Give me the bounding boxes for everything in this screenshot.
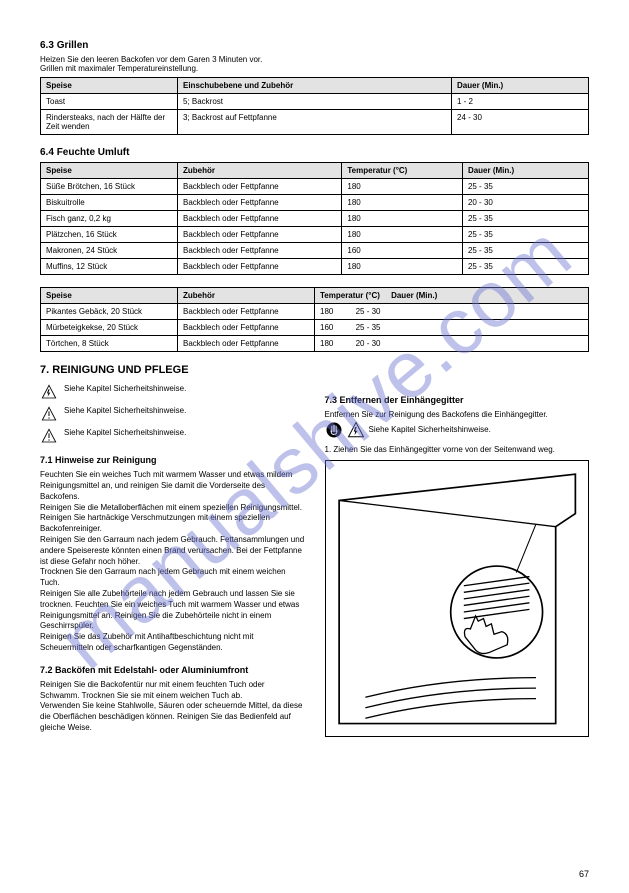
section-73-title: 7.3 Entfernen der Einhängegitter <box>325 394 590 406</box>
table-row: Plätzchen, 16 StückBackblech oder Fettpf… <box>41 227 589 243</box>
page-number: 67 <box>579 869 589 879</box>
electric-warning-icon <box>40 384 58 400</box>
table-row: Pikantes Gebäck, 20 StückBackblech oder … <box>41 304 589 320</box>
section-7-title: 7. REINIGUNG UND PFLEGE <box>40 364 589 376</box>
left-column: Siehe Kapitel Sicherheitshinweise. Siehe… <box>40 384 305 737</box>
right-column: 7.3 Entfernen der Einhängegitter Entfern… <box>325 384 590 737</box>
table-header-row: Speise Zubehör Temperatur (°C) Dauer (Mi… <box>41 288 589 304</box>
para: Trocknen Sie den Garraum nach jedem Gebr… <box>40 567 305 589</box>
table-row: Süße Brötchen, 16 StückBackblech oder Fe… <box>41 179 589 195</box>
warning-text: Siehe Kapitel Sicherheitshinweise. <box>369 425 491 436</box>
rack-removal-diagram <box>325 460 590 738</box>
electric-warning-icon <box>347 421 365 439</box>
para: Reinigen Sie hartnäckige Verschmutzungen… <box>40 513 305 535</box>
section-name: Grillen <box>57 40 89 51</box>
para: Reinigen Sie den Garraum nach jedem Gebr… <box>40 535 305 567</box>
para: Feuchten Sie ein weiches Tuch mit warmem… <box>40 470 305 502</box>
section-63-title: 6.3 Grillen <box>40 40 589 51</box>
para: Reinigen Sie das Zubehör mit Antihaftbes… <box>40 632 305 654</box>
table-header-row: Speise Zubehör Temperatur (°C) Dauer (Mi… <box>41 163 589 179</box>
hand-stop-icon <box>325 421 343 439</box>
para: Reinigen Sie alle Zubehörteile nach jede… <box>40 589 305 632</box>
th: Speise <box>41 78 178 94</box>
table-header-row: Speise Einschubebene und Zubehör Dauer (… <box>41 78 589 94</box>
table-row: BiskuitrolleBackblech oder Fettpfanne180… <box>41 195 589 211</box>
caution-triangle-icon <box>40 406 58 422</box>
table-row: Muffins, 12 StückBackblech oder Fettpfan… <box>41 259 589 275</box>
step-text: 1. Ziehen Sie das Einhängegitter vorne v… <box>325 445 590 456</box>
table-grill: Speise Einschubebene und Zubehör Dauer (… <box>40 77 589 135</box>
section-number: 6.3 <box>40 40 54 51</box>
th: Dauer (Min.) <box>452 78 589 94</box>
table-row: Toast 5; Backrost 1 - 2 <box>41 94 589 110</box>
section-72-title: 7.2 Backöfen mit Edelstahl- oder Alumini… <box>40 664 305 676</box>
table-row: Törtchen, 8 StückBackblech oder Fettpfan… <box>41 336 589 352</box>
table-row: Makronen, 24 StückBackblech oder Fettpfa… <box>41 243 589 259</box>
table-umluft-a: Speise Zubehör Temperatur (°C) Dauer (Mi… <box>40 162 589 275</box>
section-71-title: 7.1 Hinweise zur Reinigung <box>40 454 305 466</box>
para: Reinigen Sie die Metalloberflächen mit e… <box>40 503 305 514</box>
table-row: Fisch ganz, 0,2 kgBackblech oder Fettpfa… <box>41 211 589 227</box>
para: Entfernen Sie zur Reinigung des Backofen… <box>325 410 590 421</box>
th: Einschubebene und Zubehör <box>178 78 452 94</box>
section-64-title: 6.4 Feuchte Umluft <box>40 147 589 158</box>
caution-triangle-icon <box>40 428 58 444</box>
grill-preheat-note: Heizen Sie den leeren Backofen vor dem G… <box>40 55 589 73</box>
para: Reinigen Sie die Backofentür nur mit ein… <box>40 680 305 734</box>
table-row: Rindersteaks, nach der Hälfte der Zeit w… <box>41 110 589 135</box>
table-umluft-b: Speise Zubehör Temperatur (°C) Dauer (Mi… <box>40 287 589 352</box>
table-row: Mürbeteigkekse, 20 StückBackblech oder F… <box>41 320 589 336</box>
